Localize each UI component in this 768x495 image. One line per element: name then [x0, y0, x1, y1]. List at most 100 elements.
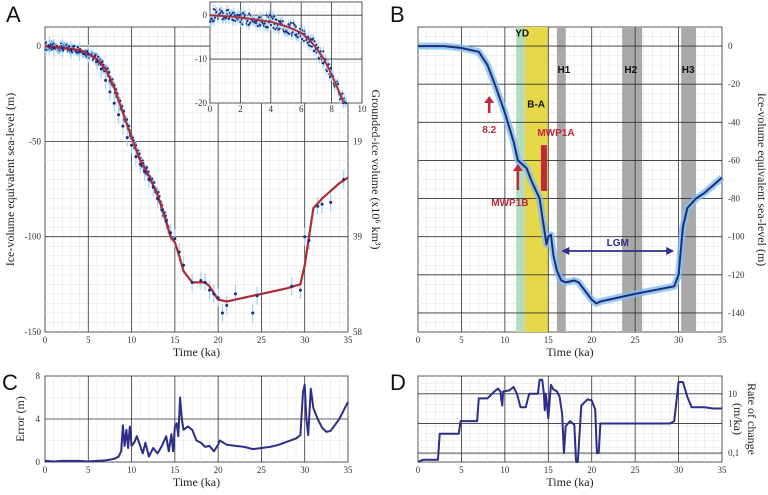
panel-b-region-yd [516, 27, 525, 332]
inset-data-point [259, 24, 262, 27]
panel-a-data-point [125, 136, 129, 140]
panel-a-data-point [342, 178, 346, 181]
panel-a-data-point [182, 263, 186, 267]
panel-a-data-point [44, 41, 48, 44]
inset-y-tick-label: -10 [195, 54, 207, 64]
annotation-mwp1a-label: MWP1A [537, 128, 574, 139]
panel-d-x-axis-label: Time (ka) [546, 475, 593, 489]
panel-b-x-axis-label: Time (ka) [546, 345, 593, 359]
panel-d-x-tick-label: 15 [544, 465, 554, 475]
inset-data-point [281, 20, 284, 23]
panel-d-x-tick-label: 0 [416, 465, 421, 475]
panel-a-data-point [255, 294, 259, 298]
panel-a-data-point [108, 71, 111, 74]
panel-d-x-tick-label: 35 [718, 465, 728, 475]
inset-data-point [315, 43, 318, 46]
panel-b-y-tick-label: -100 [728, 232, 745, 242]
panel-b-region-label-yd: YD [515, 29, 529, 40]
panel-a-data-point [78, 50, 82, 54]
panel-a-x-tick-label: 15 [170, 335, 180, 345]
panel-label-d: D [390, 370, 406, 395]
panel-a-data-point [117, 113, 121, 117]
panel-a-y2-tick-label: 19 [353, 136, 363, 146]
panel-c-x-tick-label: 5 [86, 465, 91, 475]
inset-data-point [248, 12, 251, 15]
panel-b-y-tick-label: -120 [728, 270, 745, 280]
annotation-lgm-arrow-head-left [561, 247, 570, 255]
panel-d-y-axis-unit: (m/ka) [731, 403, 745, 435]
inset-data-point [256, 25, 259, 28]
panel-a-data-point [72, 45, 76, 48]
panel-a-x-axis-label: Time (ka) [173, 345, 220, 359]
inset-data-point [271, 17, 274, 20]
panel-a-data-point [104, 78, 108, 82]
annotation-mwp1a-bar [540, 145, 547, 191]
inset-data-point [306, 41, 309, 44]
panel-b-x-tick-label: 30 [674, 335, 684, 345]
inset-fit-line [209, 14, 345, 104]
inset-x-tick-label: 6 [299, 104, 304, 114]
panel-a-data-point [94, 53, 97, 57]
inset-x-tick-label: 10 [358, 104, 368, 114]
panel-b-region-label-b-a: B-A [527, 99, 545, 110]
panel-a-data-point [216, 296, 220, 300]
annotation-lgm-label: LGM [607, 238, 629, 249]
panel-b-y-tick-label: -140 [728, 308, 745, 318]
inset-data-point [289, 21, 292, 24]
inset-data-point [226, 8, 230, 12]
inset-data-point [325, 69, 329, 73]
inset-data-point [300, 37, 304, 40]
panel-b-y-axis-label: Ice-volume equivalent sea-level (m) [755, 93, 768, 267]
panel-a-data-point [164, 219, 168, 223]
panel-b-sea-level-line [418, 45, 723, 305]
panel-a-data-point [143, 170, 147, 174]
panel-d-x-tick-label: 25 [631, 465, 641, 475]
inset-data-point [309, 44, 312, 48]
panel-a-y2-axis-label: Grounded-ice volume (x10⁶ km³) [369, 89, 383, 249]
panel-a-data-point [52, 46, 56, 50]
inset-data-point [268, 14, 271, 17]
panel-a-data-point [203, 280, 207, 284]
panel-a-data-point [121, 124, 125, 128]
panel-a-data-point [106, 67, 109, 70]
panel-c-y-axis-label: Error (m) [13, 396, 27, 442]
panel-a-data-point [177, 250, 181, 254]
panel-b-x-tick-label: 5 [459, 335, 464, 345]
panel-b-region-label-h2: H2 [624, 65, 637, 76]
panel-label-a: A [6, 2, 21, 27]
inset-data-point [272, 26, 275, 29]
panel-a-data-point [101, 60, 104, 63]
panel-a-data-point [76, 45, 80, 49]
inset-data-point [269, 23, 273, 27]
panel-label-b: B [390, 2, 405, 27]
panel-b-x-tick-label: 10 [500, 335, 510, 345]
inset-data-point [266, 26, 269, 29]
panel-d-y-tick-label: 10 [728, 389, 738, 399]
inset-data-point [317, 46, 320, 49]
inset-data-point [327, 63, 330, 66]
panel-d-y-axis-label: Rate of change [745, 383, 759, 455]
panel-b-y-tick-label: -40 [728, 117, 740, 127]
inset-data-point [220, 9, 223, 13]
panel-a-data-point [190, 280, 194, 284]
panel-c-x-tick-label: 10 [127, 465, 137, 475]
inset-data-point [292, 21, 295, 25]
panel-a-data-point [233, 292, 237, 296]
panel-c-x-tick-label: 25 [257, 465, 267, 475]
panel-b-region-label-h3: H3 [682, 65, 695, 76]
panel-b-region-b-a [524, 27, 549, 332]
inset-x-tick-label: 8 [329, 104, 334, 114]
panel-b-region-h3 [681, 27, 696, 332]
inset-data-point [274, 28, 277, 31]
inset-data-point [287, 32, 291, 35]
panel-a-x-tick-label: 5 [86, 335, 91, 345]
inset-x-tick-label: 0 [208, 104, 213, 114]
panel-a-data-point [47, 44, 51, 48]
inset-data-point [313, 40, 316, 43]
panel-a-data-point [151, 185, 155, 189]
panel-b-region-h2 [622, 27, 643, 332]
panel-a-data-point [290, 284, 294, 288]
annotation-8-2-arrow-head [484, 96, 495, 103]
panel-d-y-tick-label: 1 [728, 418, 733, 428]
panel-a-x-tick-label: 35 [344, 335, 354, 345]
